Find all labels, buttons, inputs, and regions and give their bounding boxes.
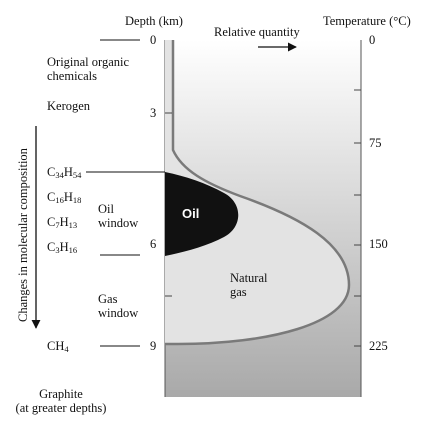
depth-label-3: 3 [150,106,157,120]
temperature-label-0: 0 [369,33,376,47]
natural-gas-region [165,40,349,344]
kerogen-label: Kerogen [47,99,91,113]
original-organic-chemicals-label: Original organic chemicals [47,55,130,83]
temperature-label-75: 75 [369,136,382,150]
relative-quantity-curve [165,40,351,346]
gas-window-label: Gas window [98,292,139,320]
formula-c34h54: C34H54 [47,165,82,180]
formula-c3h16: C3H16 [47,240,78,255]
depth-label-9: 9 [150,339,157,353]
oil-window-label: Oil window [98,202,139,230]
formula-c7h13: C7H13 [47,215,78,230]
natural-gas-label: Natural gas [230,271,268,299]
depth-label-0: 0 [150,33,157,47]
formula-ch4: CH4 [47,339,69,354]
molecular-composition-label: Changes in molecular composition [16,148,30,322]
temperature-axis-title: Temperature (°C) [323,14,411,28]
relative-quantity-label: Relative quantity [214,25,300,39]
oil-region-label: Oil [182,206,200,221]
graphite-label: Graphite (at greater depths) [15,387,107,415]
oil-region [165,172,239,256]
formula-c16h18: C16H18 [47,190,82,205]
depth-axis-title: Depth (km) [125,14,183,28]
depth-label-6: 6 [150,237,157,251]
temperature-label-150: 150 [369,237,388,251]
temperature-label-225: 225 [369,339,388,353]
